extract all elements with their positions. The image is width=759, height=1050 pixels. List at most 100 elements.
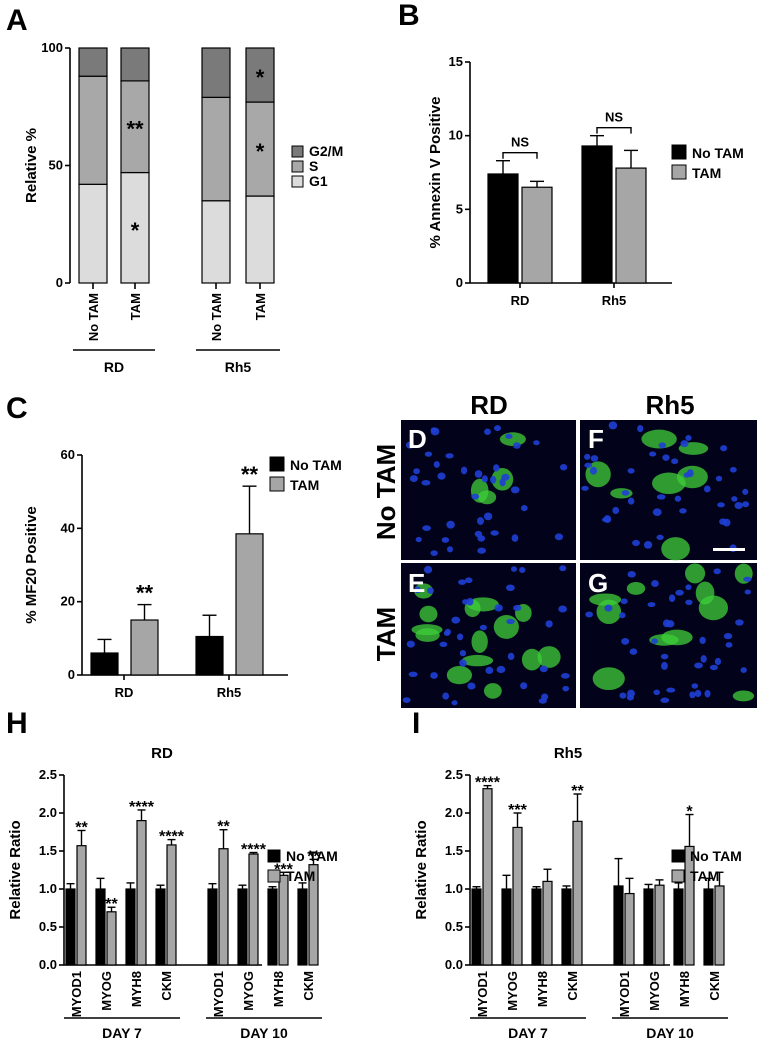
legend-label-i-0: No TAM <box>690 848 742 864</box>
y-tick-label-h-2: 1.0 <box>39 881 57 896</box>
nucleus-f-7 <box>656 494 666 500</box>
bar-i-no-tam-6 <box>673 888 684 966</box>
annotation-h-7: ** <box>307 848 320 865</box>
bar-i-tam-7 <box>714 885 725 966</box>
group-label-h-1: DAY 10 <box>240 1025 288 1041</box>
nucleus-d-26 <box>484 428 491 435</box>
nucleus-e-2 <box>545 620 553 628</box>
nucleus-g-18 <box>685 599 693 606</box>
x-tick-label-i-7: CKM <box>707 971 722 1001</box>
nucleus-d-31 <box>476 517 484 525</box>
nucleus-d-25 <box>490 530 499 536</box>
nucleus-d-39 <box>483 512 493 521</box>
x-tick-label-h-1: MYOG <box>99 971 114 1011</box>
nucleus-g-34 <box>668 594 676 602</box>
nucleus-d-28 <box>533 440 540 446</box>
nucleus-g-28 <box>685 584 692 591</box>
nucleus-e-11 <box>451 700 458 706</box>
nucleus-f-28 <box>621 490 630 496</box>
nucleus-g-38 <box>660 653 669 660</box>
nucleus-d-20 <box>477 535 486 542</box>
nucleus-g-3 <box>743 576 752 582</box>
nucleus-d-23 <box>511 534 519 542</box>
nucleus-e-39 <box>467 682 476 690</box>
nucleus-f-2 <box>632 539 640 547</box>
y-tick-label-b-0: 0 <box>456 275 463 290</box>
x-tick-label-a-2: No TAM <box>209 293 224 341</box>
group-label-a-1: Rh5 <box>225 359 252 375</box>
nucleus-d-9 <box>424 451 433 457</box>
y-axis-title-a: Relative % <box>23 128 40 203</box>
cell-stain-g-8 <box>596 599 622 625</box>
annotation-b-0: NS <box>511 135 529 150</box>
cell-stain-g-9 <box>661 629 693 646</box>
y-axis-title-c: % MF20 Positive <box>23 506 40 624</box>
legend-label-h-0: No TAM <box>286 848 338 864</box>
nucleus-g-22 <box>713 568 721 575</box>
nucleus-f-31 <box>685 434 692 441</box>
bar-a-g2m-0 <box>78 47 108 77</box>
micrograph-row-label-tam: TAM <box>371 607 401 661</box>
nucleus-g-31 <box>660 697 670 703</box>
nucleus-d-22 <box>405 441 415 449</box>
nucleus-g-29 <box>626 694 635 701</box>
nucleus-e-30 <box>458 579 467 585</box>
y-axis-title-i: Relative Ratio <box>413 820 430 919</box>
nucleus-e-3 <box>430 672 438 679</box>
x-tick-label-h-4: MYOD1 <box>211 971 226 1017</box>
significance-bracket-b-0 <box>502 152 538 159</box>
y-tick-label-a-2: 100 <box>41 40 63 55</box>
nucleus-f-11 <box>703 485 711 493</box>
bar-i-no-tam-2 <box>531 888 542 966</box>
nucleus-f-5 <box>662 454 670 461</box>
nucleus-e-6 <box>402 697 411 703</box>
nucleus-f-25 <box>589 466 598 475</box>
cell-stain-e-2 <box>419 605 438 623</box>
annotation-a-1: ** <box>126 117 144 142</box>
micrograph-row-label-no-tam: No TAM <box>371 444 401 540</box>
nucleus-f-32 <box>652 508 662 516</box>
nucleus-d-15 <box>554 533 564 541</box>
bar-i-no-tam-0 <box>471 888 482 966</box>
nucleus-e-9 <box>423 565 433 574</box>
bar-i-tam-6 <box>684 845 695 966</box>
nucleus-d-6 <box>460 466 468 475</box>
y-tick-label-i-1: 0.5 <box>445 919 463 934</box>
nucleus-g-0 <box>647 602 656 608</box>
x-tick-label-b-0: RD <box>511 293 530 308</box>
nucleus-e-21 <box>559 565 567 572</box>
nucleus-e-19 <box>513 604 522 611</box>
significance-bracket-b-1 <box>596 126 632 134</box>
cell-stain-e-9 <box>411 624 443 636</box>
nucleus-e-18 <box>562 685 570 692</box>
panel-i: I 0.0 0.5 1.0 1.5 2.0 2.5 Rh5 Relative Ratio MYO… <box>412 707 742 1041</box>
x-tick-label-h-0: MYOD1 <box>69 971 84 1017</box>
cell-stain-g-7 <box>685 563 706 584</box>
nucleus-e-28 <box>462 599 469 605</box>
nucleus-d-30 <box>481 475 488 483</box>
nucleus-g-12 <box>604 604 613 612</box>
nucleus-f-37 <box>680 440 689 448</box>
y-tick-label-h-0: 0.0 <box>39 957 57 972</box>
nucleus-g-16 <box>699 636 706 645</box>
bar-a-g2m-3 <box>245 47 275 103</box>
nucleus-g-25 <box>627 571 636 578</box>
nucleus-e-37 <box>520 682 528 690</box>
nucleus-e-36 <box>507 652 515 661</box>
bar-a-s-0 <box>78 75 108 185</box>
nucleus-g-9 <box>694 689 702 698</box>
bar-h-tam-6 <box>278 874 289 966</box>
nucleus-d-16 <box>494 425 501 432</box>
nucleus-d-33 <box>415 536 422 543</box>
nucleus-d-37 <box>510 486 520 494</box>
nucleus-f-18 <box>742 501 750 508</box>
nucleus-e-1 <box>451 616 461 624</box>
y-tick-label-i-3: 1.5 <box>445 843 463 858</box>
bar-h-tam-1 <box>106 911 117 966</box>
nucleus-f-16 <box>734 501 743 510</box>
bar-h-tam-3 <box>166 844 177 966</box>
annotation-h-1: ** <box>105 896 118 913</box>
bar-h-no-tam-7 <box>297 888 308 966</box>
legend-label-a-1: S <box>309 158 318 174</box>
legend-swatch-i-1 <box>671 869 685 883</box>
